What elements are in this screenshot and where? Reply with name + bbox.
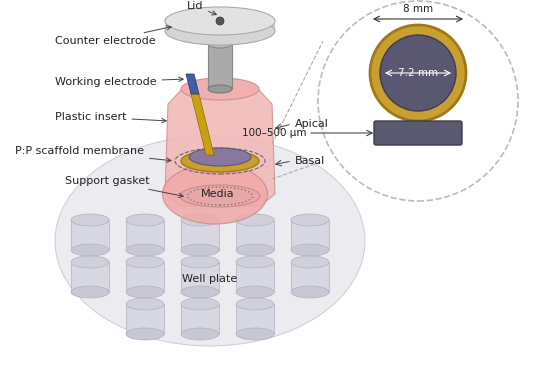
Ellipse shape [236,286,274,298]
Ellipse shape [291,256,329,268]
Text: P:P scaffold membrane: P:P scaffold membrane [15,146,171,162]
Polygon shape [191,94,214,155]
Text: Support gasket: Support gasket [65,176,183,198]
Ellipse shape [126,244,164,256]
Text: 100–500 μm: 100–500 μm [242,128,306,138]
Circle shape [216,17,224,25]
Ellipse shape [126,298,164,310]
Ellipse shape [71,256,109,268]
Circle shape [380,35,456,111]
Ellipse shape [291,286,329,298]
Ellipse shape [236,214,274,226]
Ellipse shape [181,78,259,100]
Ellipse shape [165,17,275,45]
Text: Apical: Apical [295,119,329,129]
Polygon shape [291,220,329,250]
Text: Media: Media [201,189,235,199]
Ellipse shape [181,150,259,172]
Ellipse shape [126,328,164,340]
Polygon shape [236,220,274,250]
Ellipse shape [180,185,260,207]
Ellipse shape [208,85,232,93]
Ellipse shape [55,136,365,346]
Ellipse shape [126,286,164,298]
Ellipse shape [181,298,219,310]
Ellipse shape [181,328,219,340]
Ellipse shape [208,40,232,48]
FancyBboxPatch shape [374,121,462,145]
Ellipse shape [236,256,274,268]
Ellipse shape [163,164,267,224]
Polygon shape [165,24,275,31]
Ellipse shape [126,214,164,226]
Text: Basal: Basal [295,156,325,166]
Text: Plastic insert: Plastic insert [55,112,166,123]
Ellipse shape [236,298,274,310]
Polygon shape [236,304,274,334]
Polygon shape [291,262,329,292]
Ellipse shape [189,148,251,166]
Polygon shape [126,220,164,250]
Ellipse shape [291,214,329,226]
Ellipse shape [181,244,219,256]
Ellipse shape [71,214,109,226]
Ellipse shape [126,256,164,268]
Text: 8 mm: 8 mm [403,4,433,14]
Ellipse shape [165,7,275,35]
Polygon shape [71,220,109,250]
Polygon shape [126,262,164,292]
Text: Well plate: Well plate [182,274,238,284]
Ellipse shape [181,214,219,226]
Polygon shape [181,304,219,334]
Ellipse shape [236,244,274,256]
Ellipse shape [181,256,219,268]
Polygon shape [208,44,232,89]
Polygon shape [181,262,219,292]
Circle shape [318,1,518,201]
Polygon shape [126,304,164,334]
Polygon shape [181,220,219,250]
Text: Counter electrode: Counter electrode [55,26,171,46]
Ellipse shape [71,244,109,256]
Ellipse shape [181,286,219,298]
Circle shape [370,25,466,121]
Text: Working electrode: Working electrode [55,77,183,87]
Polygon shape [71,262,109,292]
Polygon shape [186,74,199,94]
Polygon shape [165,89,275,206]
Ellipse shape [236,328,274,340]
Text: Lid: Lid [187,1,216,15]
Ellipse shape [291,244,329,256]
Polygon shape [236,262,274,292]
Ellipse shape [71,286,109,298]
Text: 7.2 mm: 7.2 mm [398,68,438,78]
